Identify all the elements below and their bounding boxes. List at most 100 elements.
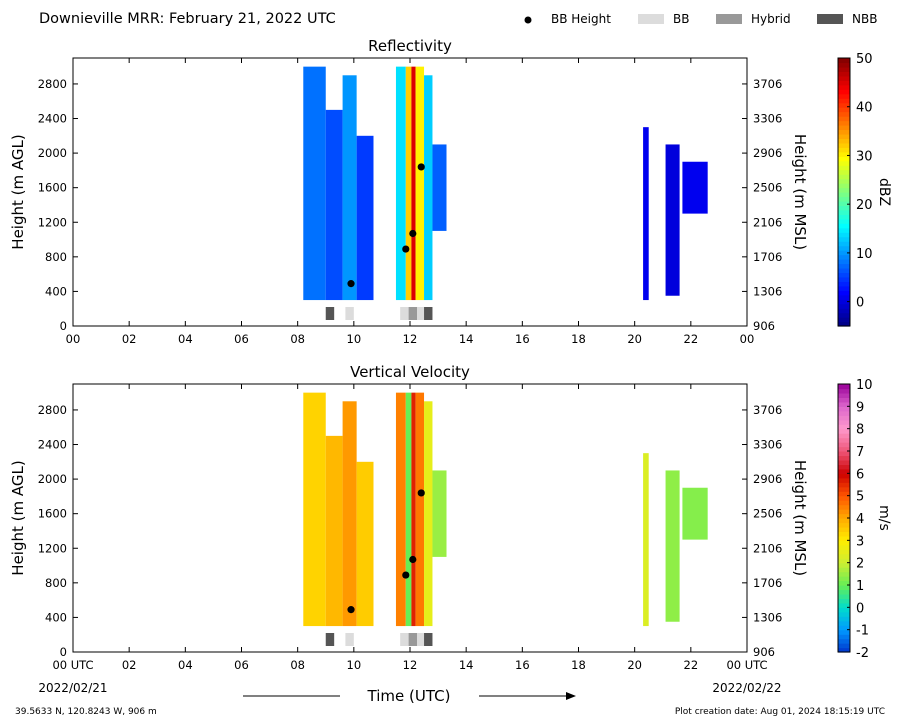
echo-segment xyxy=(411,66,416,301)
colorbar-band xyxy=(838,616,850,622)
colorbar-tick-label: 10 xyxy=(856,378,873,393)
x-tick-label: 08 xyxy=(290,332,305,346)
colorbar-band xyxy=(838,142,850,148)
y-right-tick-label: 906 xyxy=(753,645,775,659)
echo-segment xyxy=(432,470,447,557)
colorbar-tick-label: 4 xyxy=(856,512,864,527)
x-tick-label: 00 xyxy=(66,332,81,346)
y-tick-label: 0 xyxy=(60,319,67,333)
colorbar-band xyxy=(838,196,850,202)
colorbar-band xyxy=(838,567,850,573)
colorbar-band xyxy=(838,125,850,131)
colorbar-band xyxy=(838,98,850,104)
colorbar-tick-label: 9 xyxy=(856,400,864,415)
colorbar-band xyxy=(838,576,850,582)
x-tick-label: 06 xyxy=(234,332,249,346)
legend-bb-height-marker xyxy=(524,16,532,24)
x-tick-label: 18 xyxy=(571,658,586,672)
x-tick-label: 22 xyxy=(684,658,699,672)
bb-height-point xyxy=(402,571,410,579)
colorbar-band xyxy=(838,504,850,510)
colorbar-tick-label: -1 xyxy=(856,624,869,639)
x-tick-label: 14 xyxy=(459,658,474,672)
colorbar-band xyxy=(838,647,850,653)
y-tick-label: 1600 xyxy=(38,507,67,521)
y-tick-label: 800 xyxy=(45,576,67,590)
echo-segment xyxy=(356,461,374,627)
colorbar-band xyxy=(838,500,850,506)
colorbar-label: m/s xyxy=(876,505,892,531)
x-tick-label: 16 xyxy=(515,332,530,346)
colorbar-band xyxy=(838,250,850,256)
bb-type-bb-marker xyxy=(400,307,409,320)
colorbar-band xyxy=(838,267,850,273)
echo-segment xyxy=(325,109,343,301)
colorbar-band xyxy=(838,629,850,635)
colorbar-band xyxy=(838,571,850,577)
colorbar-band xyxy=(838,160,850,166)
colorbar-band xyxy=(838,620,850,626)
y-tick-label: 1200 xyxy=(38,541,67,555)
colorbar-band xyxy=(838,401,850,407)
plot-creation-date: Plot creation date: Aug 01, 2024 18:15:1… xyxy=(675,707,885,717)
colorbar-band xyxy=(838,638,850,644)
colorbar-band xyxy=(838,473,850,479)
colorbar-band xyxy=(838,544,850,550)
x-tick-label: 04 xyxy=(178,658,193,672)
y-right-tick-label: 3306 xyxy=(753,438,782,452)
x-tick-label: 10 xyxy=(347,332,362,346)
bb-height-point xyxy=(417,163,425,171)
colorbar-band xyxy=(838,236,850,242)
colorbar-band xyxy=(838,138,850,144)
colorbar-band xyxy=(838,491,850,497)
colorbar-band xyxy=(838,200,850,206)
colorbar-band xyxy=(838,192,850,198)
colorbar-band xyxy=(838,562,850,568)
colorbar-tick-label: 1 xyxy=(856,579,864,594)
colorbar-band xyxy=(838,165,850,171)
echo-segment xyxy=(643,453,649,627)
echo-segment xyxy=(643,127,649,301)
colorbar-band xyxy=(838,415,850,421)
colorbar-band xyxy=(838,169,850,175)
x-tick-label: 16 xyxy=(515,658,530,672)
y-axis-right-label: Height (m MSL) xyxy=(791,134,809,250)
colorbar-band xyxy=(838,428,850,434)
colorbar-band xyxy=(838,535,850,541)
colorbar-tick-label: 8 xyxy=(856,423,864,438)
colorbar-band xyxy=(838,107,850,113)
colorbar-band xyxy=(838,602,850,608)
x-tick-label: 20 xyxy=(627,332,642,346)
vertical-velocity-panel: 00 UTC 02 04 06 08 10 12 14 16 18 20 22 00 UTC040080… xyxy=(9,363,892,672)
colorbar-band xyxy=(838,111,850,117)
y-right-tick-label: 2906 xyxy=(753,472,782,486)
colorbar-band xyxy=(838,129,850,135)
colorbar-band xyxy=(838,589,850,595)
bb-type-bb-marker xyxy=(417,307,425,320)
colorbar-band xyxy=(838,183,850,189)
colorbar-band xyxy=(838,397,850,403)
y-tick-label: 2400 xyxy=(38,112,67,126)
y-right-tick-label: 2906 xyxy=(753,146,782,160)
panel-title: Reflectivity xyxy=(368,37,452,55)
x-tick-label: 00 xyxy=(740,332,755,346)
colorbar-band xyxy=(838,522,850,528)
colorbar-tick-label: 5 xyxy=(856,490,864,505)
x-tick-label: 08 xyxy=(290,658,305,672)
colorbar-band xyxy=(838,482,850,488)
colorbar-band xyxy=(838,607,850,613)
echo-segment xyxy=(432,144,447,231)
y-right-tick-label: 906 xyxy=(753,319,775,333)
y-right-tick-label: 1706 xyxy=(753,250,782,264)
colorbar-band xyxy=(838,558,850,564)
colorbar-band xyxy=(838,62,850,68)
echo-segment xyxy=(405,66,412,301)
colorbar-tick-label: 0 xyxy=(856,601,864,616)
station-location: 39.5633 N, 120.8243 W, 906 m xyxy=(15,707,157,717)
echo-segment xyxy=(395,392,406,627)
colorbar-band xyxy=(838,285,850,291)
colorbar-band xyxy=(838,531,850,537)
legend-label: BB xyxy=(673,12,689,26)
y-tick-label: 2000 xyxy=(38,146,67,160)
colorbar-band xyxy=(838,187,850,193)
